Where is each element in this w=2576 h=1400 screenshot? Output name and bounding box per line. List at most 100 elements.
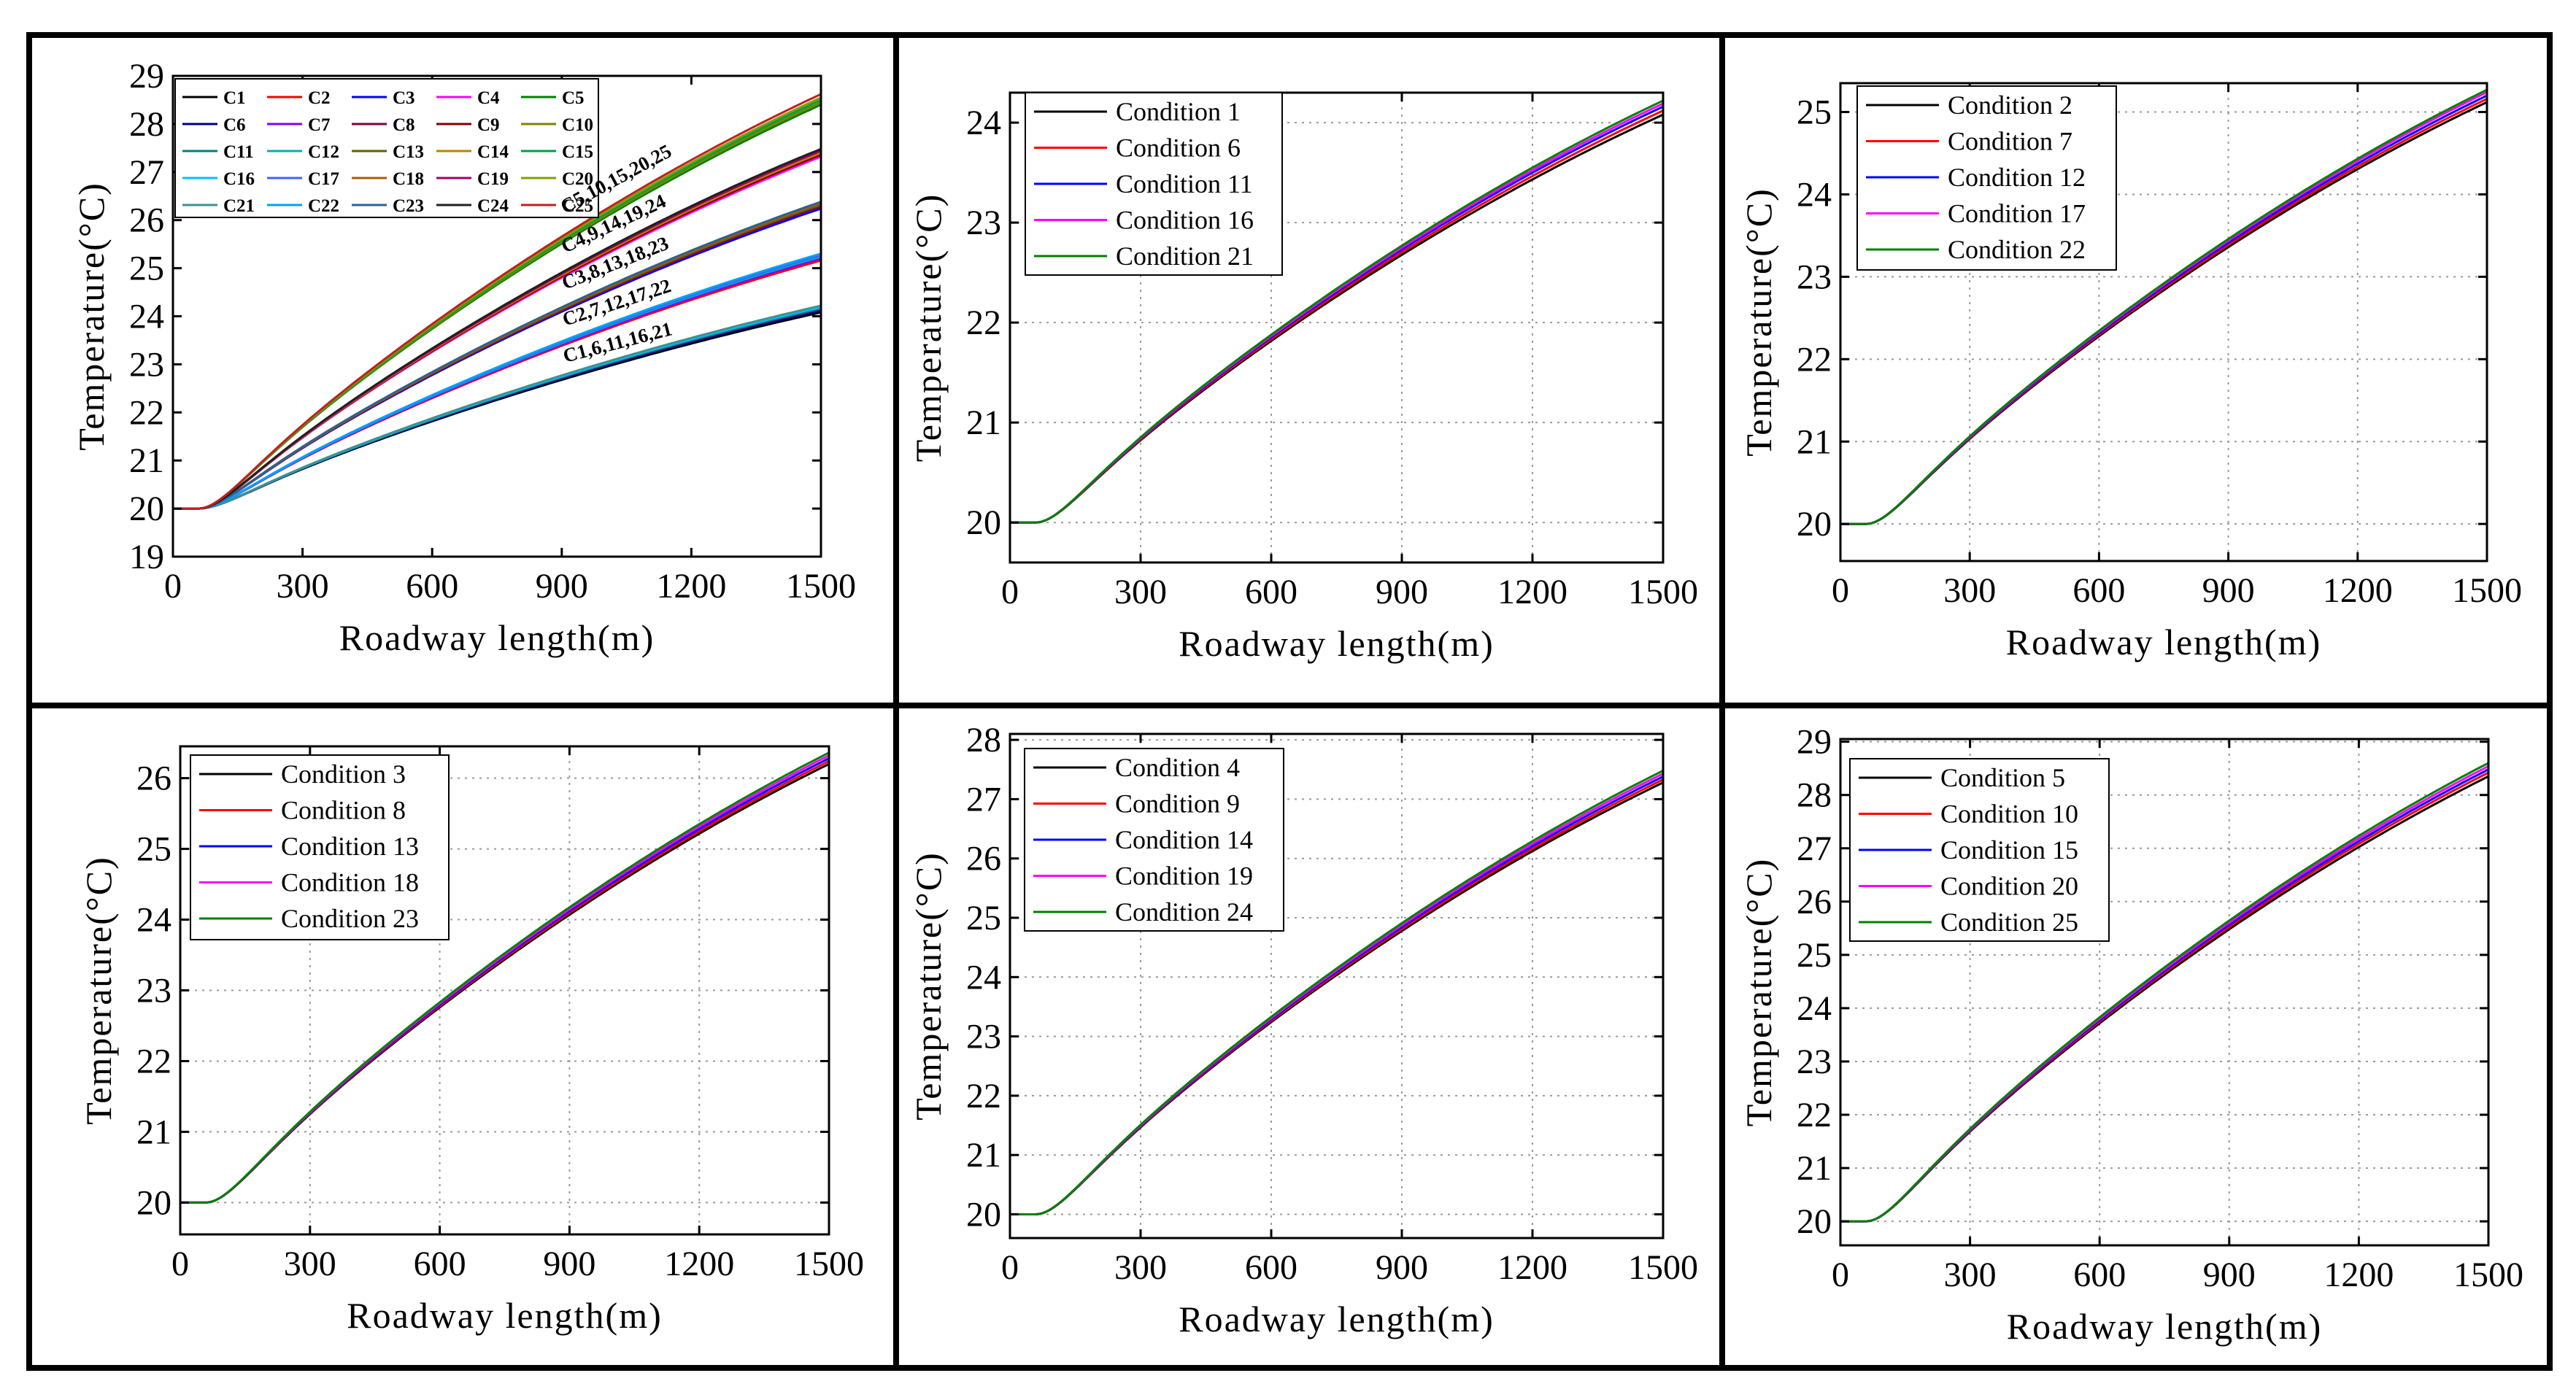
legend-label: Condition 14 <box>1115 825 1253 854</box>
y-tick-label: 27 <box>1797 829 1832 868</box>
legend-label: C12 <box>308 142 339 162</box>
y-tick-label: 28 <box>1797 776 1832 815</box>
y-tick-label: 22 <box>1797 340 1832 379</box>
legend-label: Condition 15 <box>1940 835 2078 865</box>
x-tick-label: 0 <box>164 567 182 606</box>
legend-label: Condition 1 <box>1116 97 1241 126</box>
x-tick-label: 900 <box>2202 571 2255 610</box>
y-tick-label: 24 <box>966 958 1001 997</box>
y-tick-label: 20 <box>1797 1202 1832 1241</box>
x-axis-label: Roadway length(m) <box>1179 623 1495 664</box>
x-tick-label: 1500 <box>1628 573 1698 611</box>
legend-label: Condition 10 <box>1940 800 2078 829</box>
legend-label: Condition 21 <box>1116 241 1254 271</box>
legend-label: C14 <box>477 142 509 162</box>
legend-label: Condition 6 <box>1116 134 1241 163</box>
y-tick-label: 29 <box>1797 723 1832 762</box>
legend-label: Condition 8 <box>281 796 406 825</box>
legend-label: Condition 4 <box>1115 753 1240 782</box>
legend-label: Condition 11 <box>1116 169 1253 198</box>
series-line-condition-25 <box>1840 762 2489 1223</box>
legend-label: C3 <box>393 88 415 108</box>
legend-label: Condition 9 <box>1115 789 1240 819</box>
x-tick-label: 1200 <box>664 1245 734 1283</box>
y-tick-label: 21 <box>129 441 164 480</box>
y-tick-label: 22 <box>129 393 164 432</box>
x-tick-label: 1200 <box>1497 1248 1567 1287</box>
y-tick-label: 25 <box>1797 93 1832 132</box>
y-axis-label: Temperature(°C) <box>78 856 119 1125</box>
y-tick-label: 23 <box>1797 258 1832 296</box>
y-tick-label: 20 <box>1797 505 1832 544</box>
x-tick-label: 900 <box>536 567 588 606</box>
legend: Condition 1 Condition 6 Condition 11 Condit… <box>1025 92 1283 276</box>
chart-panel-5: 0 300 600 900 1200 1500 20 21 22 23 24 25 26 27 28 Road… <box>908 721 1698 1339</box>
legend: Condition 3 Condition 8 Condition 13 Condit… <box>190 754 450 940</box>
legend: Condition 4 Condition 9 Condition 14 Condit… <box>1024 748 1284 932</box>
y-axis-label: Temperature(°C) <box>1738 858 1779 1127</box>
legend-label: Condition 19 <box>1115 862 1253 891</box>
plot-frame <box>1009 732 1665 1239</box>
x-tick-label: 600 <box>1245 573 1297 611</box>
y-tick-label: 21 <box>136 1113 171 1151</box>
y-tick-label: 26 <box>129 201 164 240</box>
series-line-c12 <box>173 255 822 510</box>
y-tick-label: 26 <box>966 840 1001 878</box>
chart-panel-2: 0 300 600 900 1200 1500 20 21 22 23 24 Roadway leng… <box>908 91 1698 664</box>
legend-label: Condition 18 <box>281 868 419 897</box>
x-tick-label: 300 <box>1114 573 1167 611</box>
y-tick-label: 20 <box>966 503 1001 542</box>
x-tick-label: 300 <box>1114 1248 1167 1287</box>
series-line-c2 <box>173 259 822 510</box>
y-tick-label: 21 <box>966 1136 1001 1175</box>
y-tick-label: 28 <box>966 721 1001 759</box>
x-tick-label: 900 <box>2203 1256 2256 1294</box>
y-tick-label: 28 <box>129 105 164 144</box>
chart-panel-3: 0 300 600 900 1200 1500 20 21 22 23 24 25 Roadway le… <box>1738 82 2522 662</box>
legend-label: Condition 25 <box>1940 908 2078 937</box>
y-tick-label: 20 <box>136 1183 171 1222</box>
figure-border <box>26 32 2553 1371</box>
legend-label: Condition 17 <box>1948 199 2086 228</box>
plot-frame <box>1839 82 2488 562</box>
x-axis-label: Roadway length(m) <box>339 617 655 658</box>
y-tick-label: 23 <box>1797 1043 1832 1081</box>
y-tick-label: 19 <box>129 538 164 576</box>
y-tick-label: 25 <box>129 250 164 288</box>
legend-label: Condition 16 <box>1116 206 1254 235</box>
x-tick-label: 0 <box>1832 571 1849 610</box>
x-tick-label: 900 <box>543 1245 595 1283</box>
x-tick-label: 1200 <box>2324 1256 2394 1294</box>
x-axis-label: Roadway length(m) <box>2006 622 2322 662</box>
y-tick-label: 20 <box>966 1195 1001 1234</box>
legend-label: C13 <box>393 142 424 162</box>
x-tick-label: 600 <box>414 1245 466 1283</box>
legend-label: C18 <box>393 169 424 189</box>
series-line-c23 <box>173 201 822 510</box>
y-tick-label: 26 <box>1797 883 1832 921</box>
y-tick-label: 23 <box>129 345 164 384</box>
x-tick-label: 0 <box>1001 1248 1019 1287</box>
legend-label: Condition 3 <box>281 759 406 789</box>
x-tick-label: 600 <box>1245 1248 1297 1287</box>
y-tick-label: 25 <box>136 830 171 869</box>
legend-label: C10 <box>562 115 593 135</box>
series-line-c21 <box>173 304 822 510</box>
x-tick-label: 1200 <box>2323 571 2393 610</box>
x-axis-label: Roadway length(m) <box>347 1295 663 1336</box>
legend-box <box>1025 92 1283 276</box>
x-tick-label: 1500 <box>2452 571 2522 610</box>
legend-label: C23 <box>393 196 424 216</box>
y-axis-label: Temperature(°C) <box>71 182 112 451</box>
x-tick-label: 600 <box>406 567 458 606</box>
y-axis-label: Temperature(°C) <box>908 851 949 1121</box>
y-tick-label: 23 <box>136 972 171 1010</box>
legend-label: C1 <box>223 88 246 108</box>
legend-label: C4 <box>477 88 500 108</box>
legend-label: Condition 5 <box>1940 763 2065 792</box>
legend-label: Condition 7 <box>1948 127 2072 156</box>
y-tick-label: 24 <box>1797 175 1832 214</box>
legend-label: C11 <box>223 142 254 162</box>
y-axis-label: Temperature(°C) <box>908 193 949 463</box>
series-line-c24 <box>173 147 822 510</box>
